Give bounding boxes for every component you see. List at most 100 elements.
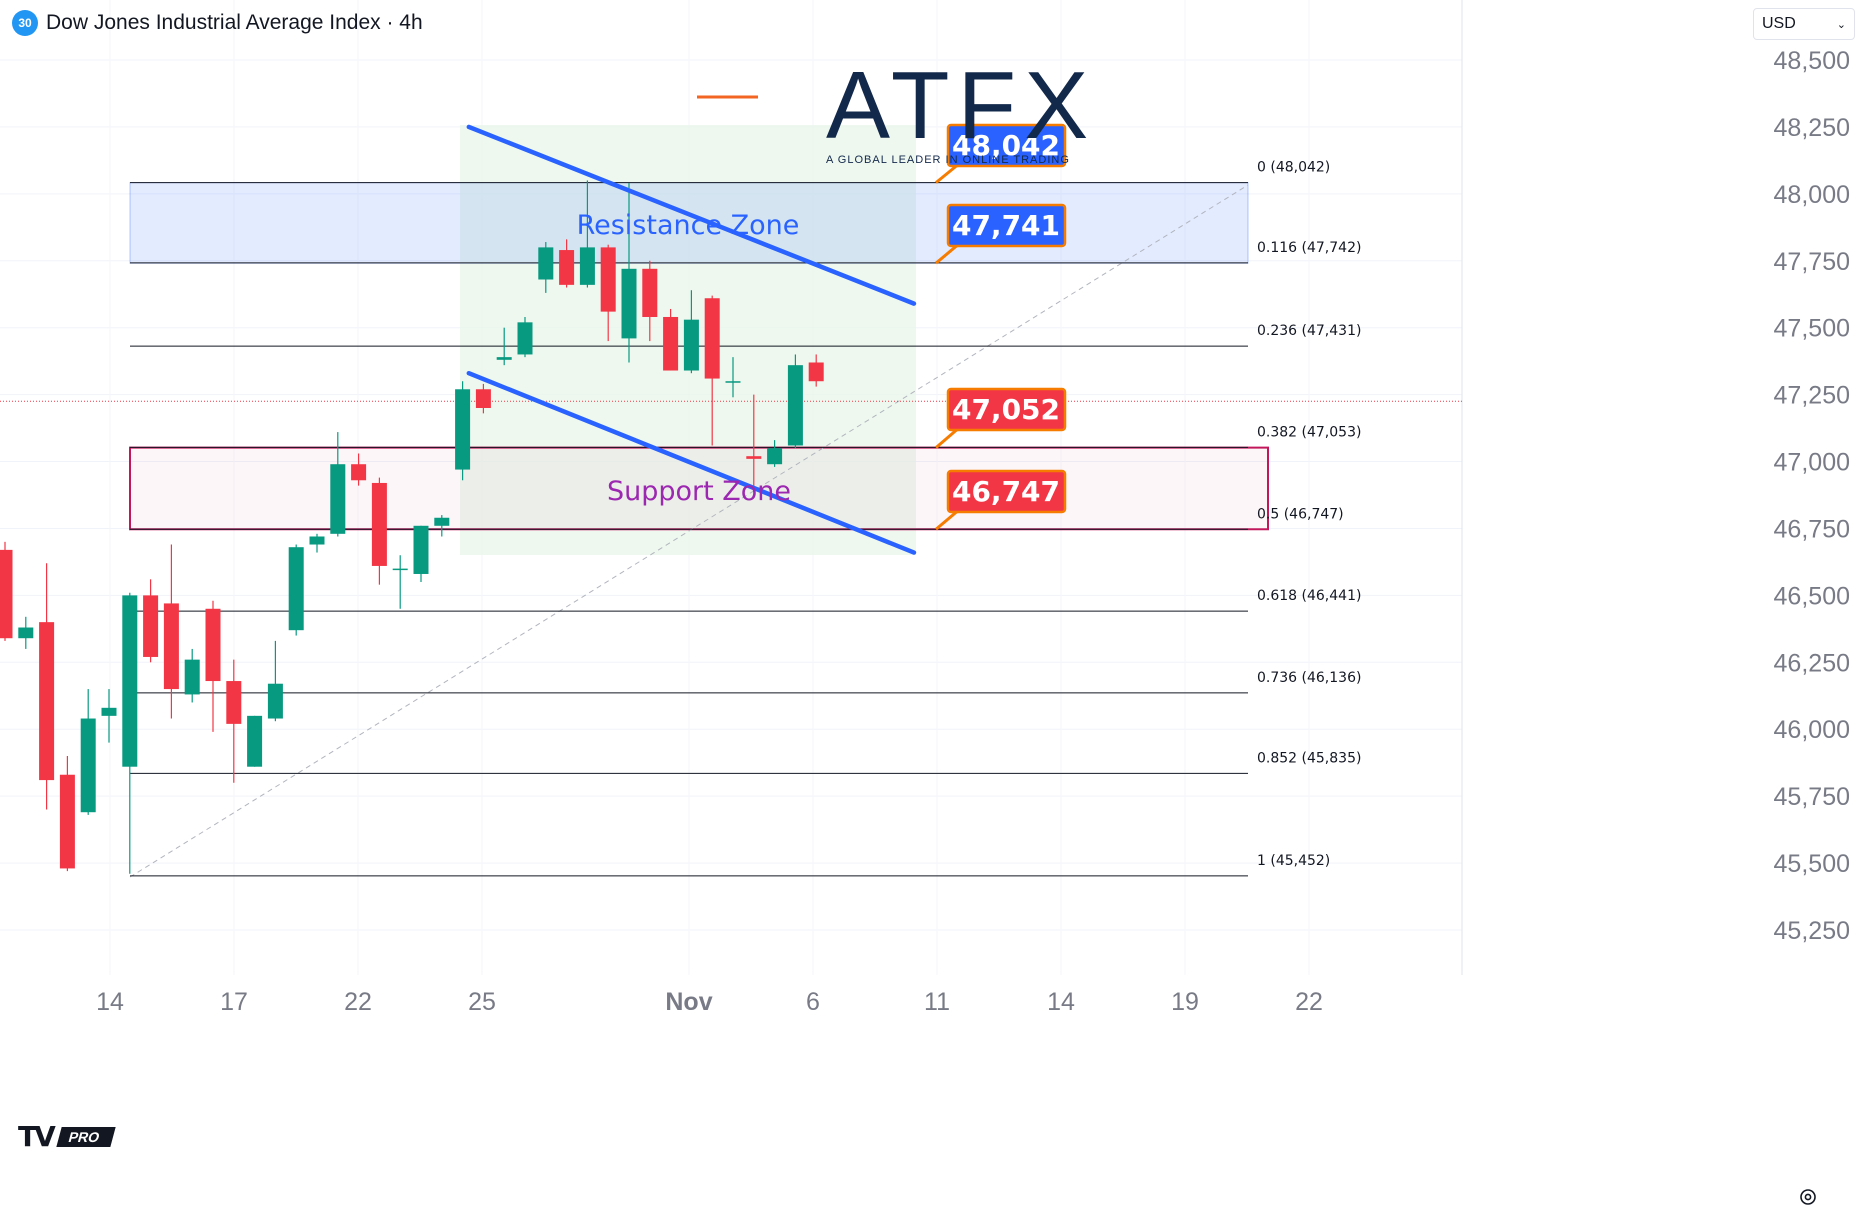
candle-body: [455, 389, 471, 470]
fib-label: 0.5 (46,747): [1257, 506, 1344, 522]
y-tick-label: 46,500: [1774, 582, 1850, 610]
candle-body: [621, 268, 637, 339]
tradingview-logo[interactable]: TV PRO: [18, 1120, 116, 1153]
candle-body: [18, 627, 34, 639]
atfx-logo: ATFX A GLOBAL LEADER IN ONLINE TRADING: [826, 52, 1097, 167]
x-tick-label: 17: [220, 988, 248, 1016]
fib-label: 0.382 (47,053): [1257, 424, 1361, 440]
candle-body: [288, 547, 304, 631]
candle-body: [143, 595, 159, 657]
candle-body: [767, 448, 783, 465]
candle-body: [787, 365, 803, 446]
y-tick-label: 46,000: [1774, 716, 1850, 744]
support-zone-label: Support Zone: [607, 476, 791, 507]
candle-body: [663, 316, 679, 371]
dashed-trendline: [129, 184, 1249, 878]
candle-body: [184, 659, 200, 695]
chart-title-bar: 30 Dow Jones Industrial Average Index · …: [12, 10, 423, 36]
channel-upper-line: [466, 124, 917, 306]
currency-label: USD: [1762, 15, 1796, 32]
y-tick-label: 48,000: [1774, 181, 1850, 209]
y-tick-label: 45,500: [1774, 850, 1850, 878]
y-tick-label: 47,000: [1774, 449, 1850, 477]
settings-gear-icon[interactable]: [1797, 1186, 1819, 1208]
logo-text: ATFX: [826, 52, 1097, 159]
price-tag-text: 47,741: [952, 209, 1060, 242]
fib-label: 0.736 (46,136): [1257, 670, 1361, 686]
candle-body: [808, 362, 824, 382]
price-tag-text: 48,042: [952, 129, 1060, 162]
candle-body: [392, 568, 408, 571]
fib-label: 0.852 (45,835): [1257, 750, 1361, 766]
candle-body: [330, 464, 346, 534]
candle-body: [746, 456, 762, 459]
candle-body: [517, 322, 533, 355]
candle-body: [559, 250, 575, 285]
candle-body: [247, 715, 263, 767]
tradingview-mark-icon: TV: [18, 1120, 56, 1153]
resistance-zone-label: Resistance Zone: [577, 210, 800, 241]
y-tick-label: 45,750: [1774, 783, 1850, 811]
support-price-tag: [946, 387, 1067, 432]
y-tick-label: 45,250: [1774, 917, 1850, 945]
support-price-tag: [946, 469, 1067, 514]
candle-body: [496, 357, 512, 360]
x-tick-label: 22: [344, 988, 372, 1016]
candle-body: [725, 381, 741, 383]
x-tick-label: 25: [468, 988, 496, 1016]
chevron-down-icon: ⌄: [1836, 18, 1846, 31]
y-tick-label: 46,250: [1774, 649, 1850, 677]
candle-body: [309, 536, 325, 545]
logo-tagline: A GLOBAL LEADER IN ONLINE TRADING: [826, 154, 1070, 166]
candle-body: [80, 718, 96, 813]
candle-body: [101, 707, 117, 716]
candle-body: [59, 774, 75, 869]
fib-label: 0 (48,042): [1257, 160, 1330, 176]
y-tick-label: 47,750: [1774, 248, 1850, 276]
resistance-price-tag: [946, 203, 1067, 248]
resistance-price-tag: [946, 123, 1067, 168]
candle-body: [683, 319, 699, 371]
y-tick-label: 48,250: [1774, 114, 1850, 142]
symbol-badge[interactable]: 30: [12, 10, 38, 36]
candle-body: [226, 681, 242, 724]
x-tick-label: 11: [924, 988, 950, 1016]
y-tick-label: 46,750: [1774, 515, 1850, 543]
candle-body: [351, 464, 367, 481]
candle-body: [163, 603, 179, 690]
y-tick-label: 48,500: [1774, 47, 1850, 75]
pro-badge: PRO: [56, 1126, 116, 1147]
candle-body: [538, 247, 554, 280]
candle-body: [704, 298, 720, 379]
chart-title[interactable]: Dow Jones Industrial Average Index · 4h: [46, 11, 423, 34]
x-tick-label: Nov: [665, 988, 712, 1016]
x-tick-label: 22: [1295, 988, 1323, 1016]
fib-label: 0.618 (46,441): [1257, 588, 1361, 604]
candle-body: [0, 549, 13, 639]
candle-body: [39, 622, 55, 781]
fib-label: 1 (45,452): [1257, 853, 1330, 869]
candle-body: [205, 608, 221, 682]
price-tag-text: 47,052: [952, 393, 1060, 426]
currency-select[interactable]: USD ⌄: [1753, 8, 1855, 40]
fib-label: 0.116 (47,742): [1257, 240, 1361, 256]
x-tick-label: 6: [806, 988, 820, 1016]
candle-body: [413, 525, 429, 574]
candle-body: [600, 247, 616, 312]
fib-label: 0.236 (47,431): [1257, 323, 1361, 339]
x-tick-label: 14: [96, 988, 124, 1016]
x-tick-label: 14: [1047, 988, 1075, 1016]
price-tag-text: 46,747: [952, 475, 1060, 508]
candle-body: [579, 247, 595, 285]
candle-body: [267, 683, 283, 719]
candle-body: [475, 389, 491, 408]
y-tick-label: 47,500: [1774, 315, 1850, 343]
channel-lower-line: [466, 370, 917, 555]
candle-body: [434, 517, 450, 526]
candle-body: [122, 595, 138, 767]
y-tick-label: 47,250: [1774, 382, 1850, 410]
candle-body: [642, 268, 658, 317]
x-tick-label: 19: [1171, 988, 1199, 1016]
